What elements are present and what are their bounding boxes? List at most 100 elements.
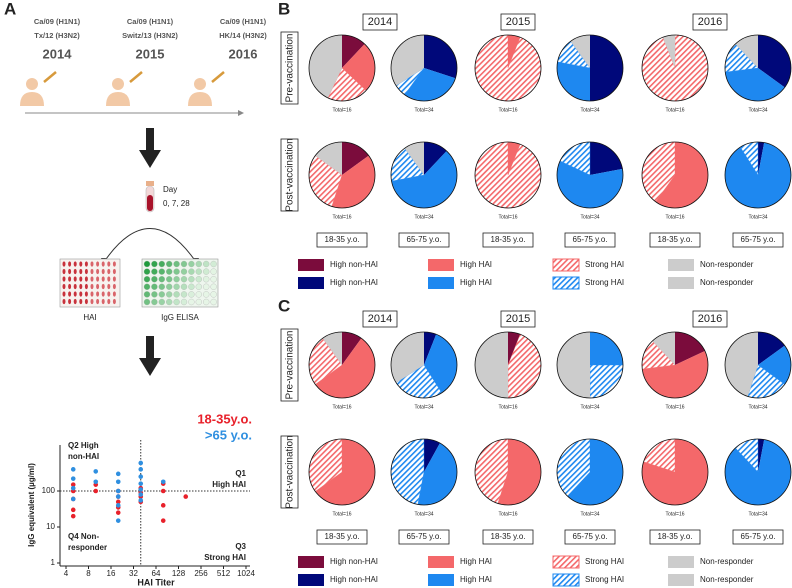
pie-outline	[474, 331, 542, 399]
well	[195, 298, 202, 306]
pie-outline	[724, 141, 792, 209]
well	[210, 291, 217, 298]
person-body	[188, 92, 212, 106]
well	[112, 283, 116, 290]
pie-outline	[474, 34, 542, 102]
well	[151, 276, 158, 283]
well	[180, 291, 188, 298]
pie-slice	[570, 35, 590, 68]
well	[195, 260, 202, 268]
well	[112, 298, 116, 305]
well	[62, 261, 66, 267]
syringe	[129, 71, 143, 83]
legend-label: High non-HAI	[330, 557, 378, 566]
pie-total: Total=16	[332, 107, 351, 113]
row-label-box	[280, 31, 299, 105]
well	[180, 276, 188, 283]
pie-outline	[308, 438, 376, 506]
year-label: 2015	[506, 313, 530, 325]
pie-outline	[474, 438, 542, 506]
legend-label: High HAI	[460, 557, 492, 566]
pie-slice	[508, 332, 521, 365]
well	[90, 276, 94, 282]
pie-total: Total=34	[580, 107, 599, 113]
year-box	[500, 310, 536, 328]
point	[138, 467, 144, 472]
pie-outline	[556, 141, 624, 209]
well	[166, 260, 173, 268]
pie-total: Total=34	[580, 214, 599, 220]
point	[138, 474, 144, 479]
well	[188, 268, 195, 275]
quadrant-label: Q4 Non-	[68, 532, 99, 541]
pie-slice	[557, 332, 590, 398]
well	[188, 291, 195, 298]
well	[101, 298, 105, 305]
point	[115, 518, 121, 523]
group-label: 18-35 y.o.	[491, 235, 526, 244]
pie-slice	[655, 142, 708, 208]
row-label-box	[280, 435, 299, 509]
pie-slice	[322, 332, 342, 365]
group-label: 18-35 y.o.	[658, 235, 693, 244]
point	[160, 479, 166, 485]
pie-outline	[556, 438, 624, 506]
point	[115, 494, 121, 499]
point	[138, 460, 144, 466]
point	[115, 479, 121, 485]
legend-swatch	[298, 556, 324, 568]
pie-total: Total=34	[414, 404, 433, 410]
pie-total: Total=16	[498, 404, 517, 410]
pie-outline	[641, 331, 709, 399]
legend-swatch	[428, 556, 454, 568]
point	[160, 518, 166, 523]
well	[84, 261, 88, 267]
well	[96, 261, 100, 267]
pie-slice	[342, 142, 369, 175]
well	[73, 261, 77, 267]
pie-total: Total=34	[748, 214, 767, 220]
point	[160, 503, 166, 508]
legend-label: High non-HAI	[330, 575, 378, 584]
pie-slice	[590, 142, 623, 175]
legend-swatch	[428, 259, 454, 271]
well	[180, 283, 188, 290]
quadrant-label: Q1	[235, 469, 246, 478]
well	[68, 276, 72, 282]
panel-letter: A	[4, 0, 16, 18]
year-box	[362, 13, 398, 31]
well	[79, 298, 83, 305]
point	[70, 476, 76, 481]
well	[62, 291, 66, 297]
quadrant-label: High HAI	[212, 480, 246, 489]
x-tick-label: 32	[129, 569, 138, 578]
pie-slice	[342, 332, 362, 365]
group-box	[482, 529, 534, 545]
pie-slice	[662, 35, 675, 68]
well	[166, 276, 173, 283]
well	[166, 268, 173, 275]
pie-outline	[556, 34, 624, 102]
pie-outline	[308, 141, 376, 209]
pie-total: Total=34	[748, 107, 767, 113]
well	[180, 298, 188, 306]
legend-swatch	[428, 277, 454, 289]
legend-swatch	[428, 574, 454, 586]
well	[73, 291, 77, 297]
well	[166, 291, 173, 298]
well	[107, 276, 111, 282]
well	[62, 298, 66, 305]
legend-label: High HAI	[460, 278, 492, 287]
pie-slice	[497, 439, 542, 506]
pie-outline	[724, 34, 792, 102]
year-box	[500, 13, 536, 31]
pie-slice	[725, 439, 791, 506]
legend-swatch	[668, 277, 694, 289]
well	[84, 276, 88, 282]
well	[96, 276, 100, 282]
pie-total: Total=34	[580, 511, 599, 517]
pie-slice	[758, 35, 791, 88]
pie-total: Total=16	[498, 107, 517, 113]
group-label: 18-35 y.o.	[325, 532, 360, 541]
